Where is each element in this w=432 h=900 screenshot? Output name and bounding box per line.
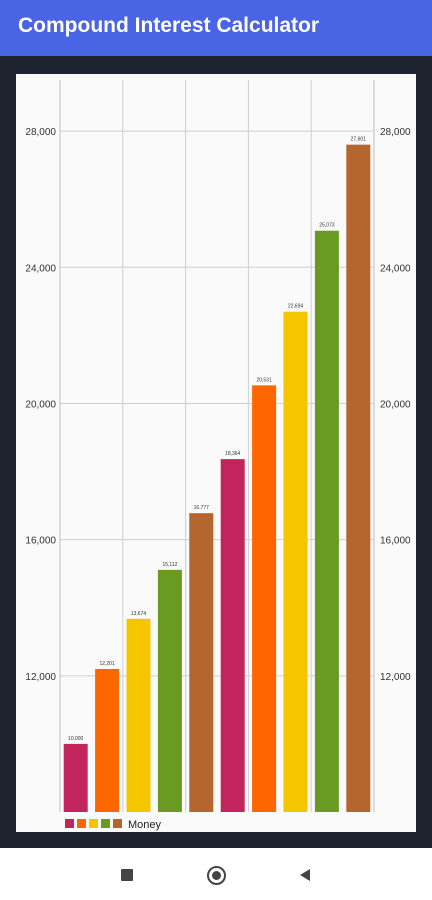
y-tick-label-right: 28,000: [380, 127, 411, 138]
bar[interactable]: [63, 743, 88, 812]
back-triangle-icon: [300, 869, 310, 881]
bar-value-label: 16,777: [194, 505, 210, 511]
y-tick-label-right: 24,000: [380, 263, 411, 274]
circle-icon: [206, 865, 226, 885]
legend-swatch: [65, 819, 74, 828]
chart-panel[interactable]: 12,000 12,000 16,000 16,000 20,000 20,000 24,0…: [16, 74, 416, 832]
bar[interactable]: [346, 144, 371, 813]
home-button[interactable]: [205, 864, 227, 886]
y-tick-label-left: 16,000: [25, 536, 56, 547]
square-icon: [121, 869, 133, 881]
bar[interactable]: [126, 618, 151, 812]
back-button[interactable]: [294, 864, 316, 886]
bar[interactable]: [95, 668, 120, 812]
bar-value-label: 25,073: [319, 223, 335, 229]
bar-value-label: 22,694: [288, 304, 304, 310]
bar[interactable]: [283, 311, 308, 812]
legend-swatch: [77, 819, 86, 828]
y-tick-label-right: 20,000: [380, 399, 411, 410]
bar-value-label: 12,201: [99, 661, 115, 667]
app-title: Compound Interest Calculator: [18, 14, 320, 37]
bar-value-label: 18,364: [225, 451, 241, 457]
y-tick-label-left: 28,000: [25, 127, 56, 138]
bar-chart[interactable]: 12,000 12,000 16,000 16,000 20,000 20,000 24,0…: [16, 74, 416, 832]
legend-label: Money: [128, 819, 162, 831]
legend-swatch: [113, 819, 122, 828]
app-bar: Compound Interest Calculator: [0, 0, 432, 56]
bar-value-label: 13,674: [131, 611, 147, 617]
y-tick-label-left: 20,000: [25, 399, 56, 410]
bar-value-label: 15,112: [162, 562, 177, 568]
bar[interactable]: [252, 385, 277, 812]
bar-value-label: 20,531: [256, 377, 272, 383]
bar[interactable]: [189, 513, 214, 812]
bar[interactable]: [220, 459, 245, 812]
legend-swatch: [89, 819, 98, 828]
y-tick-label-right: 16,000: [380, 536, 411, 547]
y-tick-label-right: 12,000: [380, 672, 411, 683]
legend-swatch: [101, 819, 110, 828]
bar[interactable]: [157, 569, 182, 812]
bar[interactable]: [314, 230, 339, 813]
navigation-bar: [0, 848, 432, 900]
recent-apps-button[interactable]: [116, 864, 138, 886]
y-tick-label-left: 12,000: [25, 672, 56, 683]
y-tick-label-left: 24,000: [25, 263, 56, 274]
bar-value-label: 10,000: [68, 736, 84, 742]
bar-value-label: 27,601: [351, 137, 367, 143]
